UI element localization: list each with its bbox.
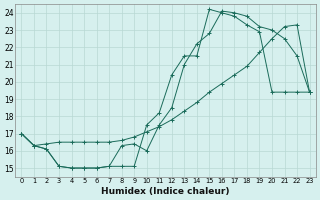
X-axis label: Humidex (Indice chaleur): Humidex (Indice chaleur)	[101, 187, 230, 196]
